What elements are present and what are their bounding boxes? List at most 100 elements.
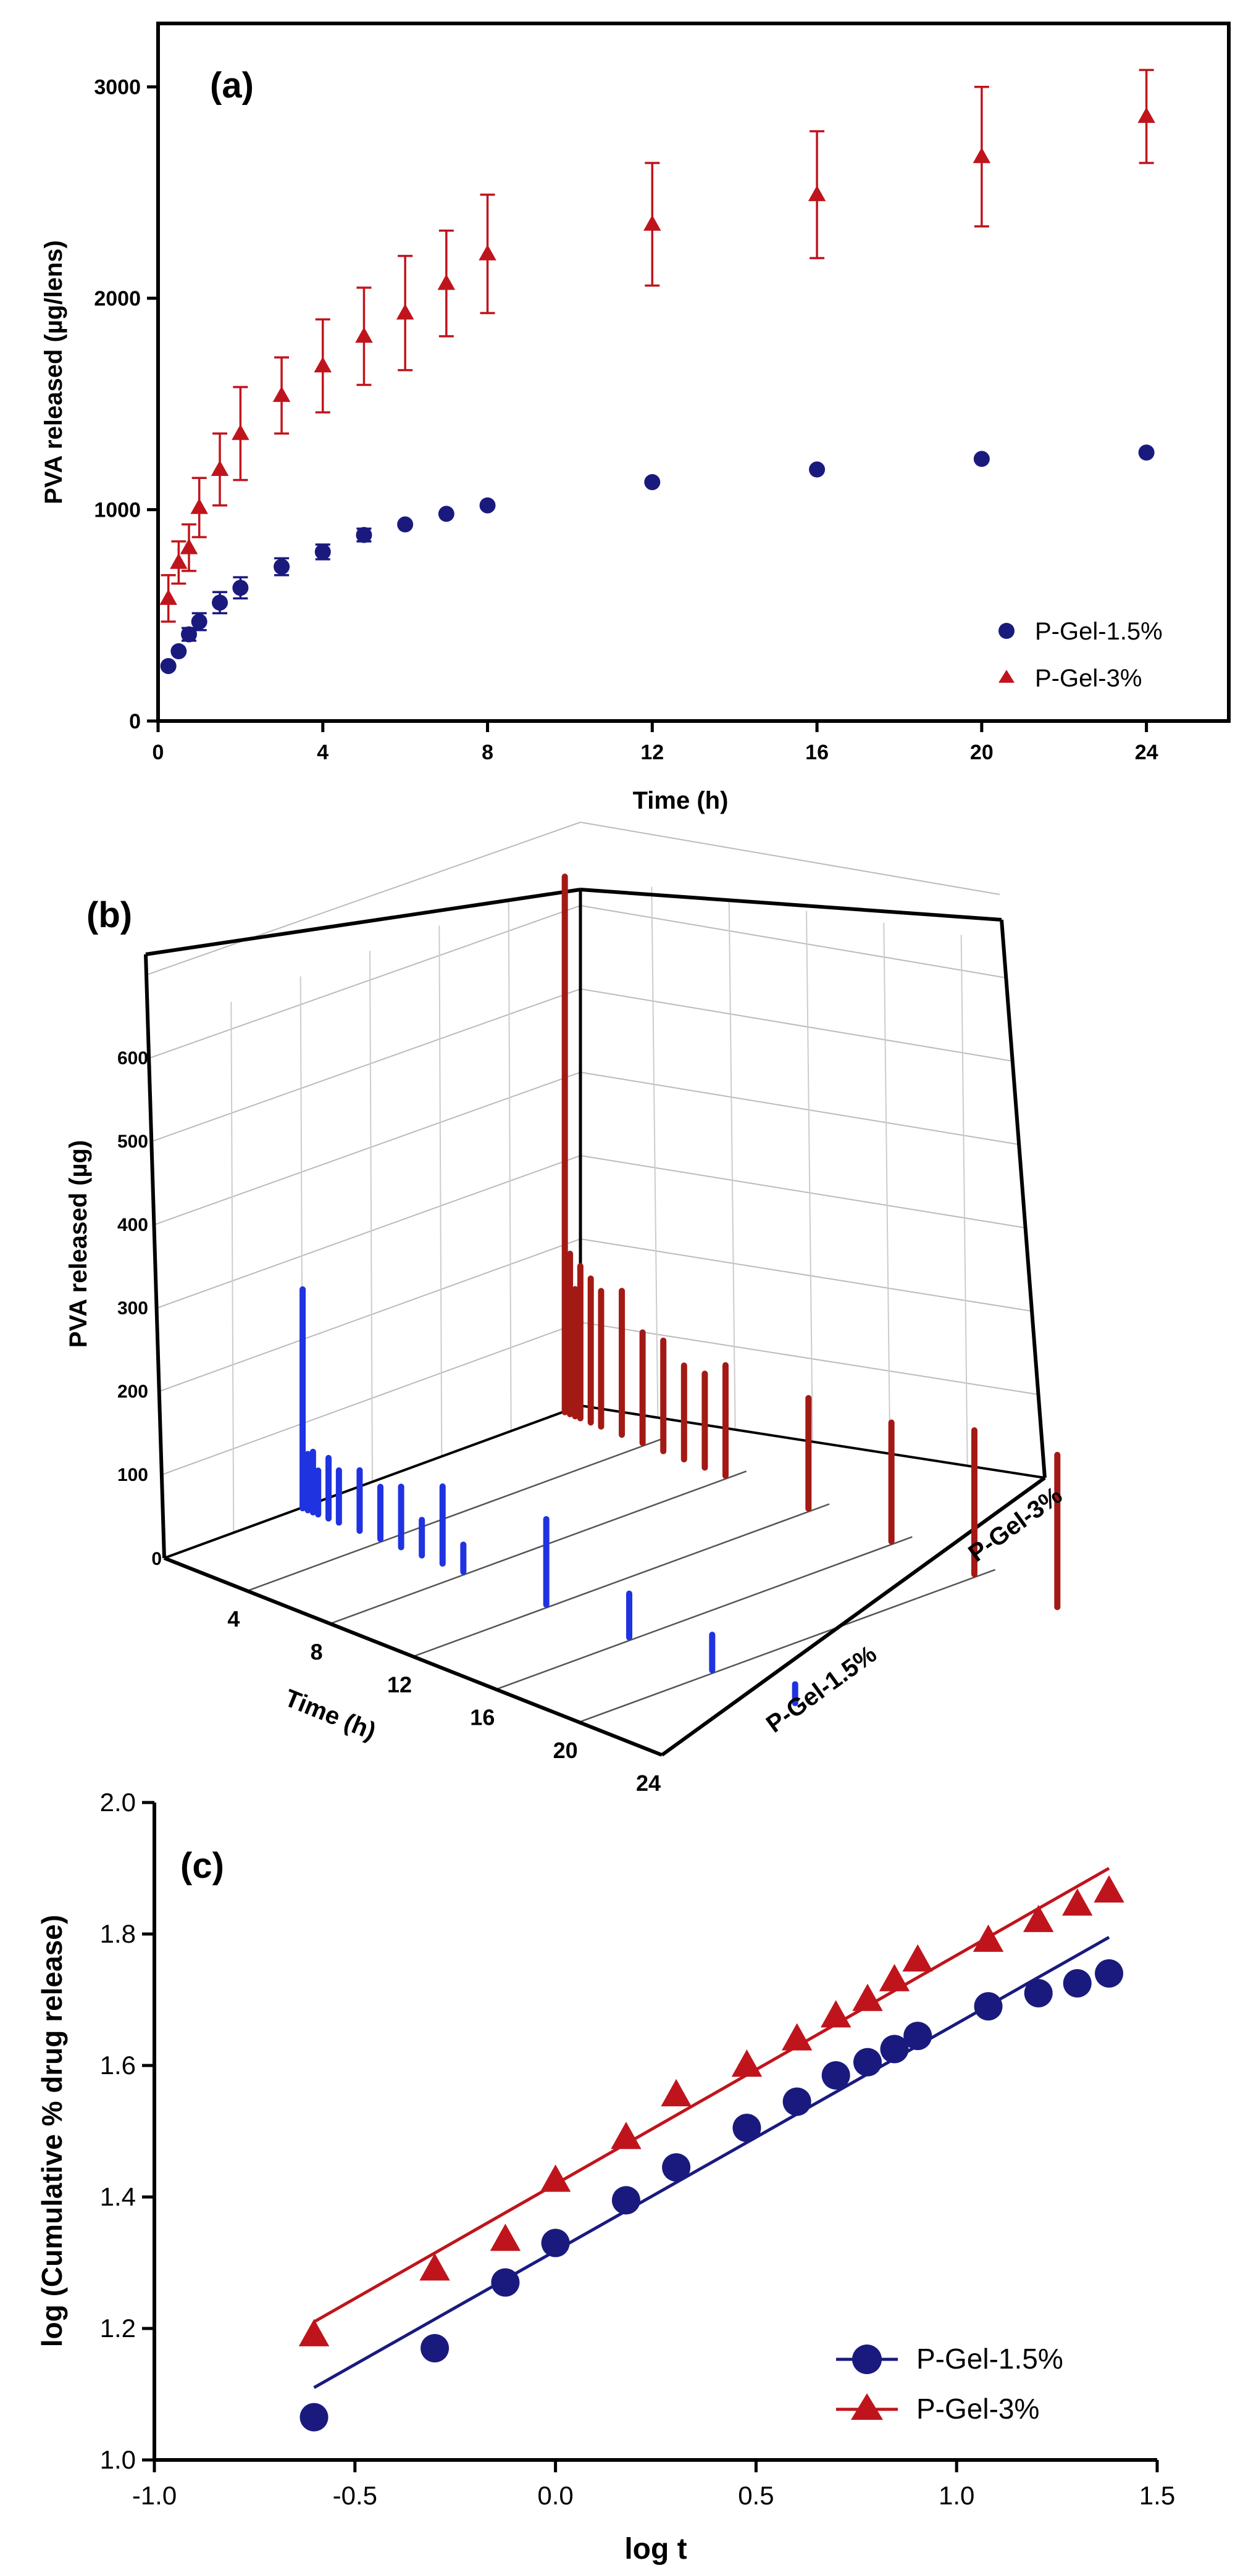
- data-point-p-gel-3: [211, 460, 229, 477]
- gridline: [580, 905, 1007, 978]
- gridline: [580, 1155, 1026, 1228]
- panel-c-ylabel: log (Cumulative % drug release): [36, 1915, 68, 2347]
- bar-p-gel-3: [722, 1362, 729, 1479]
- panel-a-xlabel: Time (h): [633, 787, 729, 814]
- time-tick-label: 4: [227, 1606, 240, 1632]
- gridline: [146, 822, 581, 975]
- data-point-p-gel-1-5: [314, 544, 331, 561]
- data-point-p-gel-1-5: [170, 643, 187, 659]
- panel-a-plot-frame: [156, 22, 1231, 723]
- x-tick-label: 4: [317, 741, 329, 764]
- panel-b-3d-box: [144, 822, 1047, 1757]
- gridline: [508, 900, 512, 1432]
- x-tick-label: 1.0: [939, 2481, 974, 2510]
- data-point-p-gel-3: [190, 498, 208, 514]
- panel-c: -1.0 -0.5 0.0 0.5 1.0 1.5 1.0 1.2 1.4 1.6 1.8 2.0 (…: [36, 1788, 1175, 2566]
- gridline: [156, 1155, 581, 1309]
- bar-p-gel-1-5: [325, 1454, 332, 1522]
- bar-p-gel-1-5: [335, 1467, 342, 1526]
- gridline: [230, 1001, 235, 1533]
- bar-p-gel-1-5: [299, 1286, 306, 1512]
- data-point-p-gel-1-5: [732, 2114, 761, 2143]
- box-edge: [164, 1404, 581, 1559]
- panel-b-category-1: P-Gel-1.5%: [761, 1640, 882, 1738]
- panel-a-ticks: 0 4 8 12 16 20 24 0 1000 2000 3000: [94, 76, 1158, 764]
- bar-p-gel-1-5: [398, 1483, 404, 1551]
- data-point-p-gel-3: [159, 589, 177, 605]
- bar-p-gel-1-5: [543, 1515, 550, 1608]
- data-point-p-gel-3: [419, 2253, 450, 2281]
- gridline: [580, 1072, 1019, 1145]
- bar-p-gel-3: [639, 1329, 646, 1446]
- data-point-p-gel-3: [272, 386, 291, 402]
- bar-p-gel-1-5: [356, 1467, 363, 1534]
- data-point-p-gel-1-5: [438, 506, 454, 522]
- time-tick-label: 16: [470, 1705, 495, 1730]
- data-point-p-gel-1-5: [191, 614, 207, 630]
- fit-line-p-gel-3: [313, 1867, 1110, 2324]
- data-point-p-gel-1-5: [1024, 1978, 1053, 2007]
- box-edge: [144, 954, 166, 1559]
- data-point-p-gel-1-5: [274, 559, 290, 575]
- y-tick-label: 1.6: [100, 2051, 136, 2080]
- data-point-p-gel-3: [170, 553, 188, 569]
- legend-c-circle-marker: [852, 2345, 882, 2374]
- data-point-p-gel-1-5: [662, 2153, 691, 2182]
- data-point-p-gel-1-5: [821, 2061, 850, 2090]
- data-point-p-gel-1-5: [903, 2022, 932, 2051]
- y-tick-label: 1.0: [100, 2445, 136, 2474]
- bar-p-gel-3: [587, 1275, 594, 1426]
- data-point-p-gel-3: [437, 274, 456, 290]
- time-tick-label: 24: [636, 1770, 661, 1796]
- gridline: [369, 951, 373, 1482]
- panel-b-bars: [299, 873, 1061, 1706]
- floor-gridline: [495, 1536, 913, 1690]
- bar-p-gel-1-5: [792, 1681, 798, 1706]
- floor-gridline: [579, 1569, 996, 1724]
- data-point-p-gel-3: [820, 2000, 852, 2028]
- time-tick-label: 12: [387, 1672, 412, 1698]
- box-edge: [145, 888, 581, 956]
- panel-a-ylabel: PVA released (µg/lens): [40, 240, 67, 504]
- data-point-p-gel-1-5: [853, 2048, 882, 2077]
- data-point-p-gel-3: [180, 538, 198, 554]
- z-tick-label: 100: [117, 1465, 148, 1485]
- gridline: [651, 886, 659, 1418]
- legend-c-series-1: P-Gel-1.5%: [916, 2343, 1063, 2375]
- data-point-p-gel-3: [731, 2049, 763, 2077]
- data-point-p-gel-3: [973, 1924, 1004, 1952]
- data-point-p-gel-1-5: [299, 2403, 329, 2432]
- x-tick-label: 1.5: [1139, 2481, 1175, 2510]
- gridline: [728, 898, 736, 1430]
- data-point-p-gel-1-5: [181, 626, 198, 643]
- data-point-p-gel-1-5: [880, 2035, 909, 2064]
- bar-p-gel-3: [598, 1288, 605, 1430]
- bar-p-gel-3: [561, 873, 568, 1415]
- legend-a-circle-marker: [998, 623, 1015, 639]
- x-tick-label: 12: [640, 741, 664, 764]
- y-tick-label: 2000: [94, 287, 141, 311]
- data-point-p-gel-1-5: [782, 2087, 811, 2116]
- data-point-p-gel-3: [479, 244, 496, 261]
- time-tick-label: 8: [311, 1639, 323, 1664]
- bar-p-gel-3: [577, 1263, 584, 1422]
- panel-b-ticks: 100 200 300 400 500 600 0 4 8 12 16 20 24: [117, 1048, 661, 1796]
- gridline: [580, 822, 1000, 895]
- bar-p-gel-3: [660, 1337, 667, 1454]
- data-point-p-gel-1-5: [973, 451, 990, 467]
- floor-gridline: [246, 1437, 664, 1592]
- data-point-p-gel-3: [643, 215, 661, 231]
- data-point-p-gel-3: [781, 2023, 813, 2051]
- bar-p-gel-3: [567, 1250, 574, 1417]
- panel-b-xlabel: Time (h): [281, 1685, 380, 1746]
- x-tick-label: 20: [970, 741, 994, 764]
- box-edge: [1000, 919, 1047, 1478]
- gridline: [580, 988, 1013, 1062]
- data-point-p-gel-1-5: [491, 2268, 520, 2297]
- panel-c-label: (c): [180, 1846, 224, 1886]
- x-tick-label: 0: [153, 741, 164, 764]
- gridline: [580, 1238, 1032, 1312]
- gridline: [883, 922, 891, 1454]
- bar-p-gel-1-5: [439, 1483, 446, 1567]
